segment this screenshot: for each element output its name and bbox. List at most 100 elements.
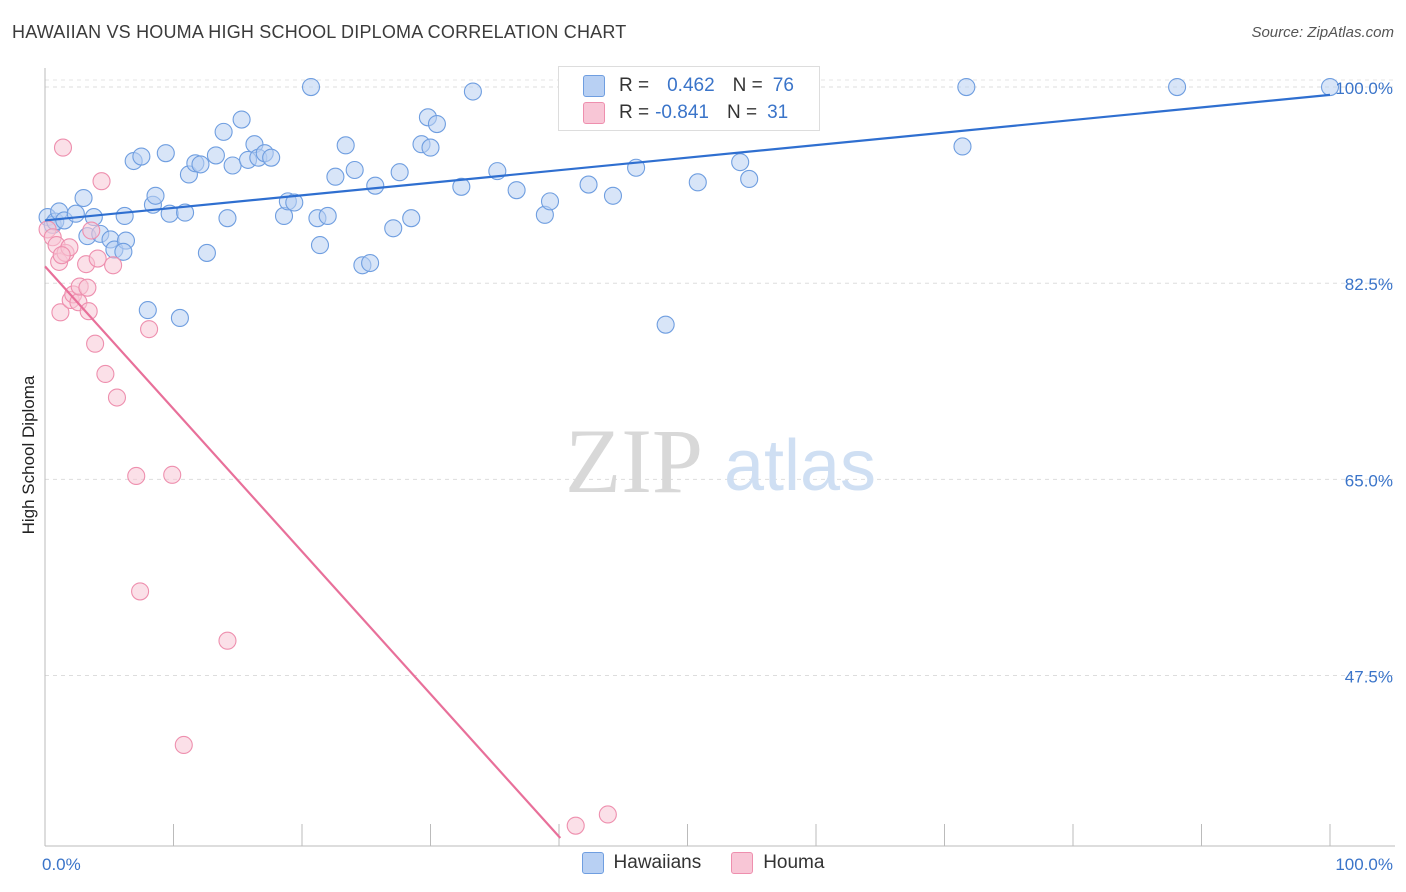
n-label: N =	[732, 75, 763, 96]
hawaiians-point[interactable]	[421, 138, 440, 157]
y-tick-label: 100.0%	[1335, 79, 1393, 98]
houma-point[interactable]	[86, 334, 105, 353]
trend-lines	[44, 93, 1331, 839]
y-tick-label: 65.0%	[1345, 471, 1393, 490]
hawaiians-point[interactable]	[1168, 78, 1187, 97]
houma-point[interactable]	[51, 303, 70, 322]
hawaiians-point[interactable]	[132, 147, 151, 166]
legend-label: Hawaiians	[613, 852, 702, 873]
legend-item-hawaiians[interactable]: Hawaiians	[581, 852, 702, 874]
hawaiians-point[interactable]	[318, 206, 337, 225]
hawaiians-swatch	[583, 75, 605, 97]
hawaiians-point[interactable]	[326, 167, 345, 186]
hawaiians-point[interactable]	[115, 206, 134, 225]
stats-legend-row-houma: R = -0.841 N = 31	[583, 100, 788, 126]
hawaiians-point[interactable]	[191, 155, 210, 174]
hawaiians-point[interactable]	[390, 163, 409, 182]
hawaiians-point[interactable]	[953, 137, 972, 156]
hawaiians-point[interactable]	[731, 153, 750, 172]
x-tick-label: 0.0%	[42, 855, 81, 874]
houma-point[interactable]	[107, 388, 127, 407]
houma-point[interactable]	[104, 256, 123, 275]
hawaiians-point[interactable]	[223, 156, 242, 175]
r-label: R =	[619, 102, 650, 123]
hawaiians-point[interactable]	[688, 173, 707, 192]
hawaiians-point[interactable]	[74, 188, 93, 208]
axes	[44, 68, 1395, 847]
hawaiians-point[interactable]	[218, 209, 237, 228]
legend-item-houma[interactable]: Houma	[731, 852, 824, 874]
y-tick-label: 47.5%	[1345, 667, 1393, 686]
houma-point[interactable]	[53, 138, 73, 157]
hawaiians-point[interactable]	[361, 253, 380, 273]
hawaiians-point[interactable]	[301, 78, 321, 97]
hawaiians-point[interactable]	[206, 146, 225, 165]
watermark-zip: ZIP	[565, 410, 703, 512]
hawaiians-point[interactable]	[740, 169, 759, 189]
legend-label: Houma	[763, 852, 825, 873]
houma-point[interactable]	[174, 735, 193, 755]
houma-point[interactable]	[78, 278, 97, 297]
hawaiians-point[interactable]	[214, 122, 233, 141]
hawaiians-point[interactable]	[232, 110, 251, 129]
houma-point[interactable]	[598, 805, 617, 824]
n-label: N =	[726, 102, 758, 123]
houma-point[interactable]	[140, 320, 159, 339]
houma-point[interactable]	[92, 172, 111, 191]
n-value: 31	[767, 102, 789, 123]
hawaiians-point[interactable]	[452, 177, 471, 196]
hawaiians-point[interactable]	[366, 176, 385, 195]
houma-point[interactable]	[218, 631, 237, 650]
hawaiians-swatch	[581, 852, 604, 874]
houma-point[interactable]	[163, 465, 182, 484]
houma-trend-line	[44, 265, 562, 839]
x-tick-label: 100.0%	[1335, 855, 1393, 874]
houma-point[interactable]	[566, 816, 585, 835]
y-tick-label: 82.5%	[1345, 275, 1393, 294]
houma-point[interactable]	[96, 364, 115, 384]
hawaiians-point[interactable]	[463, 82, 482, 101]
hawaiians-point[interactable]	[336, 136, 355, 155]
houma-point[interactable]	[131, 582, 150, 601]
hawaiians-point[interactable]	[345, 160, 364, 180]
hawaiians-point[interactable]	[138, 301, 157, 320]
y-axis-label: High School Diploma	[19, 375, 38, 534]
watermark-atlas: atlas	[724, 426, 876, 506]
hawaiians-point[interactable]	[170, 308, 189, 327]
r-label: R =	[619, 75, 650, 96]
hawaiians-point[interactable]	[285, 193, 304, 212]
hawaiians-point[interactable]	[156, 144, 175, 163]
hawaiians-point[interactable]	[176, 203, 195, 222]
hawaiians-point[interactable]	[384, 219, 403, 238]
hawaiians-point[interactable]	[540, 192, 560, 211]
series-legend: Hawaiians Houma	[0, 852, 1406, 874]
hawaiians-point[interactable]	[507, 181, 526, 200]
houma-swatch	[731, 852, 754, 874]
houma-point[interactable]	[52, 246, 71, 265]
hawaiians-trend-line	[44, 93, 1331, 222]
hawaiians-point[interactable]	[656, 315, 675, 334]
hawaiians-point[interactable]	[262, 148, 281, 167]
r-value: 0.462	[667, 75, 715, 96]
hawaiians-point[interactable]	[957, 78, 976, 97]
hawaiians-point[interactable]	[427, 114, 446, 134]
hawaiians-point[interactable]	[114, 242, 133, 261]
houma-point[interactable]	[88, 249, 107, 268]
hawaiians-point[interactable]	[197, 243, 216, 262]
hawaiians-point[interactable]	[603, 186, 623, 205]
source-credit: Source: ZipAtlas.com	[1251, 24, 1394, 41]
n-value: 76	[772, 75, 794, 96]
hawaiians-point[interactable]	[579, 175, 598, 194]
hawaiians-point[interactable]	[146, 186, 165, 205]
hawaiians-point[interactable]	[402, 209, 421, 228]
stats-legend: R = 0.462 N = 76 R = -0.841 N = 31	[558, 66, 820, 131]
hawaiians-point[interactable]	[66, 204, 85, 223]
hawaiians-point[interactable]	[310, 236, 330, 255]
r-value: -0.841	[655, 102, 709, 123]
series-houma-points	[38, 138, 617, 835]
houma-point[interactable]	[127, 466, 146, 486]
houma-point[interactable]	[79, 302, 98, 321]
houma-point[interactable]	[82, 221, 101, 240]
houma-swatch	[583, 102, 605, 124]
